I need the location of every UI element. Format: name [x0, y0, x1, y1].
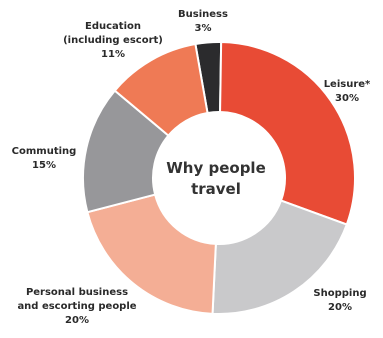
donut-hole — [154, 113, 284, 243]
label-business-line-1: Business — [178, 9, 228, 20]
label-shopping: Shopping 20% — [300, 287, 380, 315]
chart-title: Why people travel — [166, 159, 266, 198]
label-leisure: Leisure* 30% — [312, 78, 382, 106]
label-personal-business-line-2: and escorting people — [17, 301, 137, 312]
label-personal-business-percent: 20% — [65, 315, 89, 326]
label-leisure-line-1: Leisure* — [323, 79, 371, 90]
label-business: Business 3% — [168, 8, 238, 36]
label-shopping-percent: 20% — [328, 302, 352, 313]
label-leisure-percent: 30% — [335, 93, 359, 104]
label-education-percent: 11% — [101, 49, 125, 60]
slice-education — [113, 42, 209, 137]
label-personal-business-line-1: Personal business — [25, 287, 129, 298]
label-commuting: Commuting 15% — [2, 145, 86, 173]
label-education: Education (including escort) 11% — [50, 20, 176, 62]
label-education-line-2: (including escort) — [63, 35, 163, 46]
slice-leisure — [219, 41, 356, 226]
chart-slices — [82, 41, 356, 315]
label-shopping-line-1: Shopping — [313, 288, 367, 299]
label-commuting-percent: 15% — [32, 160, 56, 171]
label-personal-business: Personal business and escorting people 2… — [2, 286, 152, 328]
label-business-percent: 3% — [194, 23, 212, 34]
slice-personal-business — [86, 193, 217, 315]
label-education-line-1: Education — [85, 21, 141, 32]
label-commuting-line-1: Commuting — [11, 146, 77, 157]
slice-shopping — [211, 199, 349, 315]
